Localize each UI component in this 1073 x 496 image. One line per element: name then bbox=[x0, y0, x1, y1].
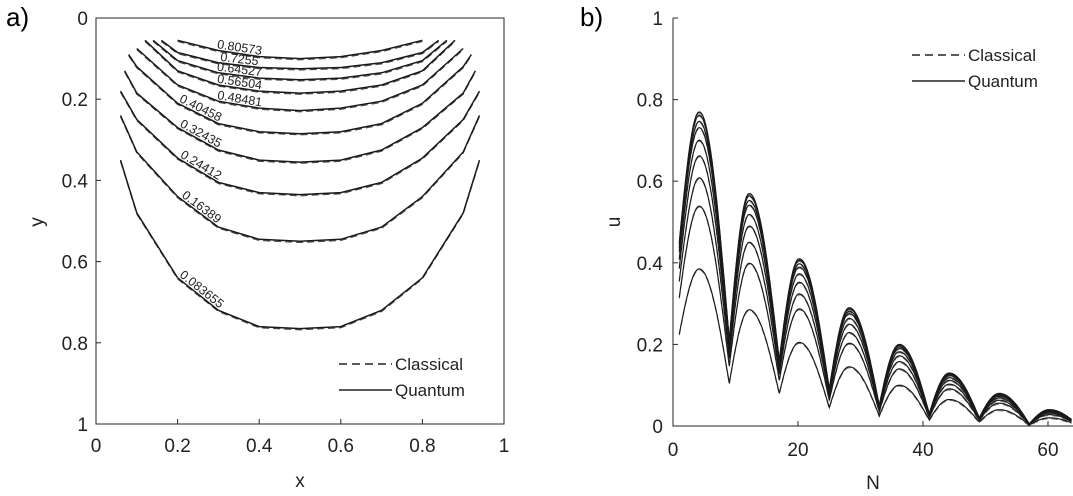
panel-b-xtick-label: 40 bbox=[912, 440, 933, 461]
panel-a-xtick-label: 0 bbox=[91, 436, 102, 457]
contour-line-classical-4 bbox=[144, 41, 456, 95]
panel-a-ytick-label: 1 bbox=[77, 415, 88, 436]
panel-a-plot-area bbox=[95, 17, 505, 425]
panel-a-legend: Classical Quantum bbox=[339, 355, 465, 400]
panel-b-ytick-label: 0.4 bbox=[637, 254, 664, 275]
contour-line-classical-9 bbox=[119, 116, 481, 244]
panel-b-ytick-label: 0.6 bbox=[637, 172, 663, 193]
panel-a-xtick-label: 0.4 bbox=[246, 436, 273, 457]
panel-b-x-ticks: 0 20 40 60 bbox=[668, 421, 1059, 461]
panel-b-ytick-label: 0 bbox=[652, 417, 663, 438]
contour-line-classical-5 bbox=[136, 49, 464, 113]
u-line-classical-4 bbox=[678, 128, 1072, 426]
contour-line-quantum-6 bbox=[127, 54, 473, 135]
panel-b-series bbox=[678, 111, 1072, 427]
contour-line-quantum-1 bbox=[177, 39, 423, 60]
panel-b-y-ticks: 0 0.2 0.4 0.6 0.8 1 bbox=[637, 9, 678, 438]
panel-b-xtick-label: 60 bbox=[1037, 440, 1058, 461]
contour-line-quantum-10 bbox=[119, 159, 481, 330]
contour-line-quantum-8 bbox=[119, 90, 481, 196]
contour-line-classical-2 bbox=[160, 41, 440, 71]
contour-line-classical-10 bbox=[119, 161, 481, 331]
panel-a-label: a) bbox=[6, 2, 29, 32]
panel-a-x-ticks: 0 0.2 0.4 0.6 0.8 1 bbox=[91, 419, 510, 457]
contour-line-quantum-3 bbox=[152, 39, 448, 81]
panel-b-axes: 0 20 40 60 0 0.2 0.4 0.6 0.8 1 N u Classical Qua… bbox=[604, 9, 1073, 494]
contour-label-1: 0.80573 bbox=[216, 37, 263, 58]
panel-a-xlabel: x bbox=[295, 471, 305, 492]
panel-a-ytick-label: 0.6 bbox=[62, 253, 88, 274]
panel-b-xlabel: N bbox=[866, 473, 880, 494]
panel-a-ytick-label: 0.8 bbox=[62, 334, 88, 355]
contour-line-quantum-9 bbox=[119, 115, 481, 243]
panel-a-y-ticks: 0 0.2 0.4 0.6 0.8 1 bbox=[62, 9, 101, 436]
panel-b-xtick-label: 0 bbox=[668, 440, 679, 461]
contour-line-classical-3 bbox=[152, 41, 448, 82]
panel-a-legend-quantum: Quantum bbox=[395, 381, 465, 400]
panel-b-ytick-label: 1 bbox=[652, 9, 663, 30]
panel-b-label: b) bbox=[580, 2, 603, 32]
u-line-classical-7 bbox=[678, 178, 1072, 427]
panel-a-ytick-label: 0.2 bbox=[62, 90, 88, 111]
panel-b-ylabel: u bbox=[604, 217, 625, 228]
u-line-classical-8 bbox=[678, 206, 1072, 427]
panel-b-xtick-label: 20 bbox=[787, 440, 808, 461]
panel-a-legend-classical: Classical bbox=[395, 355, 463, 374]
panel-a-xtick-label: 0.8 bbox=[409, 436, 435, 457]
panel-a-xtick-label: 0.6 bbox=[328, 436, 354, 457]
panel-b-legend-classical: Classical bbox=[968, 46, 1036, 65]
contour-line-classical-8 bbox=[120, 92, 480, 197]
u-line-classical-9 bbox=[678, 269, 1072, 427]
panel-a-ylabel: y bbox=[27, 217, 48, 227]
panel-a-xtick-label: 0.2 bbox=[164, 436, 190, 457]
panel-a-contours bbox=[119, 39, 481, 331]
contour-line-quantum-7 bbox=[123, 70, 477, 163]
contour-label-3: 0.64527 bbox=[216, 60, 263, 80]
contour-line-classical-6 bbox=[128, 55, 472, 136]
contour-line-quantum-5 bbox=[136, 47, 464, 112]
panel-a-axes: 0.805730.72550.645270.565040.484810.4045… bbox=[27, 9, 509, 492]
panel-a-ytick-label: 0 bbox=[77, 9, 88, 30]
panel-b-legend: Classical Quantum bbox=[912, 46, 1038, 91]
contour-line-classical-1 bbox=[177, 40, 423, 61]
panel-b-legend-quantum: Quantum bbox=[968, 72, 1038, 91]
contour-line-quantum-4 bbox=[144, 39, 456, 94]
contour-label-2: 0.7255 bbox=[220, 50, 260, 68]
panel-a-ytick-label: 0.4 bbox=[62, 171, 89, 192]
panel-b-ytick-label: 0.8 bbox=[637, 91, 663, 112]
panel-a-xtick-label: 1 bbox=[499, 436, 510, 457]
panel-b-ytick-label: 0.2 bbox=[637, 335, 663, 356]
contour-line-quantum-2 bbox=[160, 39, 440, 70]
contour-label-4: 0.56504 bbox=[216, 72, 263, 93]
contour-line-classical-7 bbox=[124, 71, 476, 164]
